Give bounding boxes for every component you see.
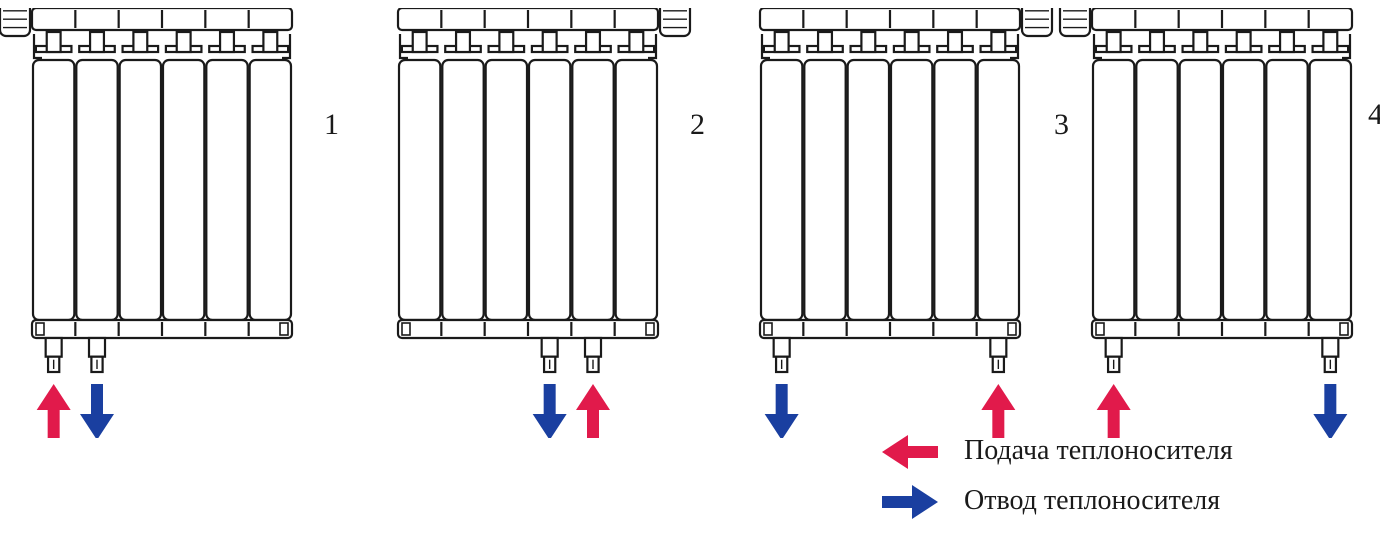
radiator-diagram-1 bbox=[0, 8, 352, 443]
legend-label: Подача теплоносителя bbox=[964, 435, 1233, 467]
return-arrow-icon bbox=[870, 480, 950, 524]
diagram-number-label: 1 bbox=[324, 108, 339, 142]
radiator-svg bbox=[1032, 8, 1380, 438]
radiator-diagram-2 bbox=[338, 8, 718, 443]
legend-label: Отвод теплоносителя bbox=[964, 485, 1220, 517]
radiator-svg bbox=[0, 8, 352, 438]
radiator-svg bbox=[700, 8, 1080, 438]
diagram-stage: 1234Подача теплоносителяОтвод теплоносит… bbox=[0, 0, 1380, 543]
radiator-diagram-4 bbox=[1032, 8, 1380, 443]
radiator-svg bbox=[338, 8, 718, 438]
diagram-number-label: 4 bbox=[1368, 98, 1380, 132]
supply-arrow-icon bbox=[870, 430, 950, 474]
radiator-diagram-3 bbox=[700, 8, 1080, 443]
